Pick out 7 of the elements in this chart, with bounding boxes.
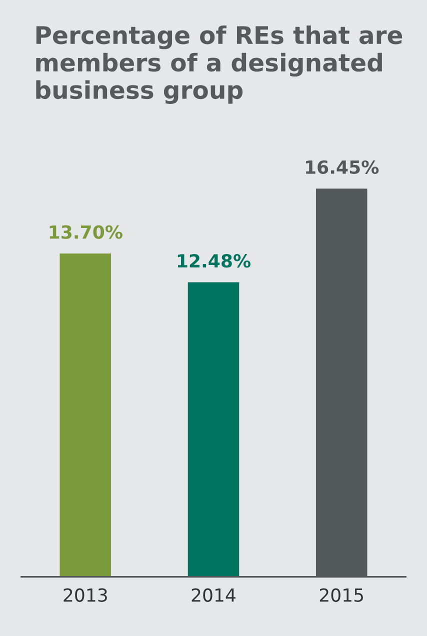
data-label: 16.45% [306, 160, 379, 174]
x-tick-label: 2015 [320, 588, 363, 602]
x-tick-label: 2013 [64, 588, 107, 602]
data-label: 13.70% [50, 225, 122, 239]
data-label: 12.48% [178, 254, 251, 268]
chart-title: Percentage of REs that are members of a designated business group [36, 25, 402, 104]
x-tick-label: 2014 [192, 588, 236, 602]
